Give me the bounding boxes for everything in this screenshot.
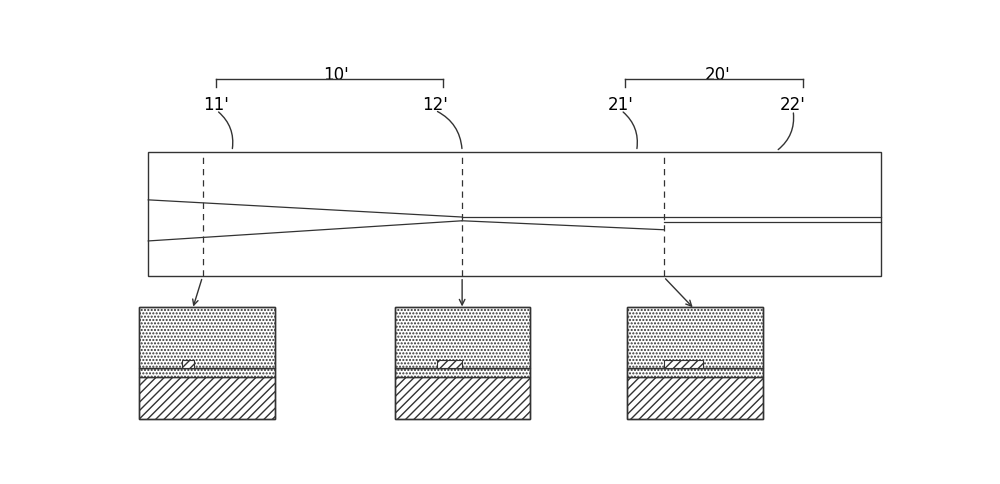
Bar [395, 308, 530, 420]
Bar [627, 378, 763, 420]
Bar [182, 360, 194, 368]
Bar [395, 308, 530, 368]
Bar [139, 368, 275, 378]
Bar [627, 368, 763, 378]
Bar [627, 308, 763, 420]
Text: 12': 12' [422, 96, 448, 114]
Text: 20': 20' [705, 66, 731, 84]
Text: 22': 22' [780, 96, 806, 114]
Bar [139, 378, 275, 420]
Text: 11': 11' [204, 96, 229, 114]
Bar [664, 360, 703, 368]
Bar [148, 153, 881, 276]
Bar [395, 368, 530, 378]
Text: 21': 21' [608, 96, 634, 114]
Bar [139, 308, 275, 420]
Bar [395, 378, 530, 420]
Bar [437, 360, 462, 368]
Text: 10': 10' [323, 66, 349, 84]
Bar [627, 308, 763, 368]
Bar [139, 308, 275, 368]
